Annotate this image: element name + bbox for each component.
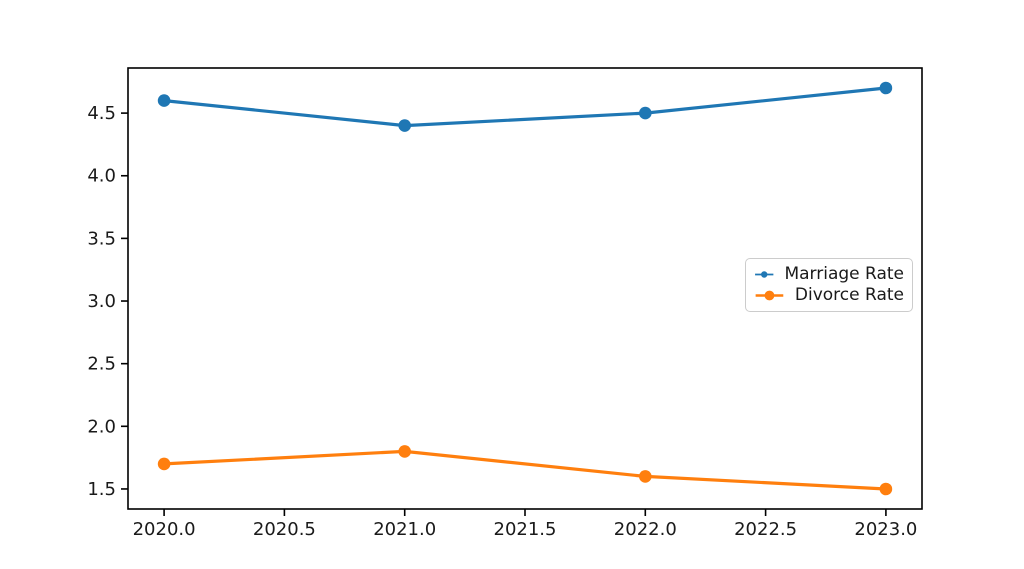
x-tick-label-2022.5: 2022.5 bbox=[734, 519, 797, 540]
data-point-marriage-rate-2020 bbox=[157, 94, 171, 107]
series-line-marriage-rate bbox=[162, 86, 888, 128]
y-tick-label-3.5: 3.5 bbox=[87, 228, 116, 249]
x-tick-label-2023.0: 2023.0 bbox=[854, 519, 917, 540]
series-line-divorce-rate bbox=[162, 449, 888, 491]
y-tick-label-2.0: 2.0 bbox=[87, 416, 116, 437]
y-tick-label-1.5: 1.5 bbox=[87, 479, 116, 500]
data-point-marriage-rate-2021 bbox=[398, 119, 412, 132]
legend-label-marriage-rate: Marriage Rate bbox=[784, 264, 904, 284]
x-tick-label-2021.0: 2021.0 bbox=[373, 519, 436, 540]
y-tick-label-2.5: 2.5 bbox=[87, 354, 116, 375]
y-tick-label-4.5: 4.5 bbox=[87, 103, 116, 124]
data-point-divorce-rate-2021 bbox=[398, 445, 412, 458]
y-tick-label-3.0: 3.0 bbox=[87, 291, 116, 312]
data-point-divorce-rate-2020 bbox=[157, 457, 171, 471]
data-point-marriage-rate-2023 bbox=[879, 81, 893, 95]
legend-label-divorce-rate: Divorce Rate bbox=[794, 285, 904, 305]
x-tick-label-2020.0: 2020.0 bbox=[133, 519, 196, 540]
legend-line-marker-divorce-rate bbox=[755, 290, 784, 301]
x-tick-label-2022.0: 2022.0 bbox=[614, 519, 677, 540]
x-tick-label-2021.5: 2021.5 bbox=[494, 519, 557, 540]
legend-item-marriage-rate: Marriage Rate bbox=[754, 266, 904, 283]
data-point-marriage-rate-2022 bbox=[639, 106, 652, 120]
y-tick-label-4.0: 4.0 bbox=[87, 166, 116, 187]
x-tick-label-2020.5: 2020.5 bbox=[253, 519, 316, 540]
data-point-divorce-rate-2023 bbox=[879, 482, 893, 496]
legend-line-marker-marriage-rate bbox=[755, 271, 774, 278]
legend: Marriage Rate Divorce Rate bbox=[745, 258, 913, 312]
legend-item-divorce-rate: Divorce Rate bbox=[754, 287, 904, 304]
data-point-divorce-rate-2022 bbox=[639, 470, 652, 483]
